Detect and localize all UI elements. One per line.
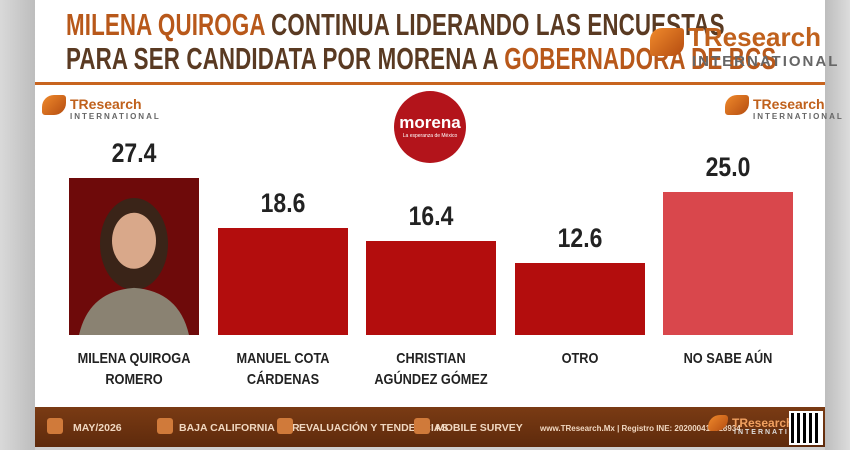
brand-sub: INTERNATIONAL <box>753 112 844 121</box>
header-rule <box>35 82 825 85</box>
title-highlight: GOBERNADORA DE BCS <box>504 41 777 76</box>
qr-code <box>789 411 823 445</box>
brand-logo-footer: TResearch INTERNATIONAL <box>708 414 817 436</box>
brand-name: TResearch <box>753 96 825 113</box>
value-label: 25.0 <box>706 151 751 182</box>
footer-region: BAJA CALIFORNIA SUR <box>179 422 300 434</box>
brand-logo: TResearch INTERNATIONAL <box>650 22 839 70</box>
bar <box>514 262 645 335</box>
title: MILENA QUIROGA CONTINUA LIDERANDO LAS EN… <box>66 7 776 76</box>
icon <box>157 418 173 434</box>
title-highlight: MILENA QUIROGA <box>66 7 265 42</box>
background-edge <box>825 0 850 450</box>
brand-name: TResearch <box>688 22 821 52</box>
background-edge <box>0 0 35 450</box>
icon <box>277 418 293 434</box>
brand-name: TResearch <box>732 416 794 430</box>
title-line: MILENA QUIROGA CONTINUA LIDERANDO LAS EN… <box>66 7 724 42</box>
category-label: OTRO <box>561 350 599 367</box>
brand-name: TResearch <box>70 96 142 113</box>
footer-survey: MOBILE SURVEY <box>436 422 523 434</box>
brand-sub: INTERNATIONAL <box>70 112 161 121</box>
footer-credits: www.TResearch.Mx | Registro INE: 2020004… <box>540 424 741 433</box>
party-slogan: La esperanza de México <box>402 133 458 139</box>
brand-sub: INTERNATIONAL <box>692 52 840 70</box>
footer-date: MAY/2026 <box>73 422 122 434</box>
brand-sub: INTERNATIONAL <box>734 429 817 436</box>
icon <box>47 418 63 434</box>
value-label: 18.6 <box>260 188 305 219</box>
value-label: 16.4 <box>408 201 454 232</box>
category-label: MANUEL COTA CÁRDENAS <box>236 350 330 388</box>
category-label: NO SABE AÚN <box>683 350 773 367</box>
bar <box>663 191 794 335</box>
bar <box>217 228 348 335</box>
candidate-photo <box>69 177 199 335</box>
footer-method: EVALUACIÓN Y TENDENCIAS <box>299 422 449 434</box>
category-label: MILENA QUIROGA ROMERO <box>77 350 191 388</box>
title-text: PARA SER CANDIDATA POR MORENA A <box>66 41 498 76</box>
title-text: CONTINUA LIDERANDO LAS ENCUESTAS <box>271 7 725 42</box>
value-label: 12.6 <box>557 222 603 253</box>
icon <box>414 418 430 434</box>
bar <box>69 177 199 335</box>
title-line: PARA SER CANDIDATA POR MORENA A GOBERNAD… <box>66 42 776 76</box>
party-name: morena <box>399 113 461 132</box>
brand-logo-small: TResearch INTERNATIONAL <box>725 95 844 121</box>
category-label: CHRISTIAN AGÚNDEZ GÓMEZ <box>374 350 488 388</box>
party-logo: morena La esperanza de México <box>394 91 466 163</box>
value-label: 27.4 <box>111 137 157 168</box>
brand-logo-small: TResearch INTERNATIONAL <box>42 95 161 121</box>
bar <box>366 241 497 335</box>
